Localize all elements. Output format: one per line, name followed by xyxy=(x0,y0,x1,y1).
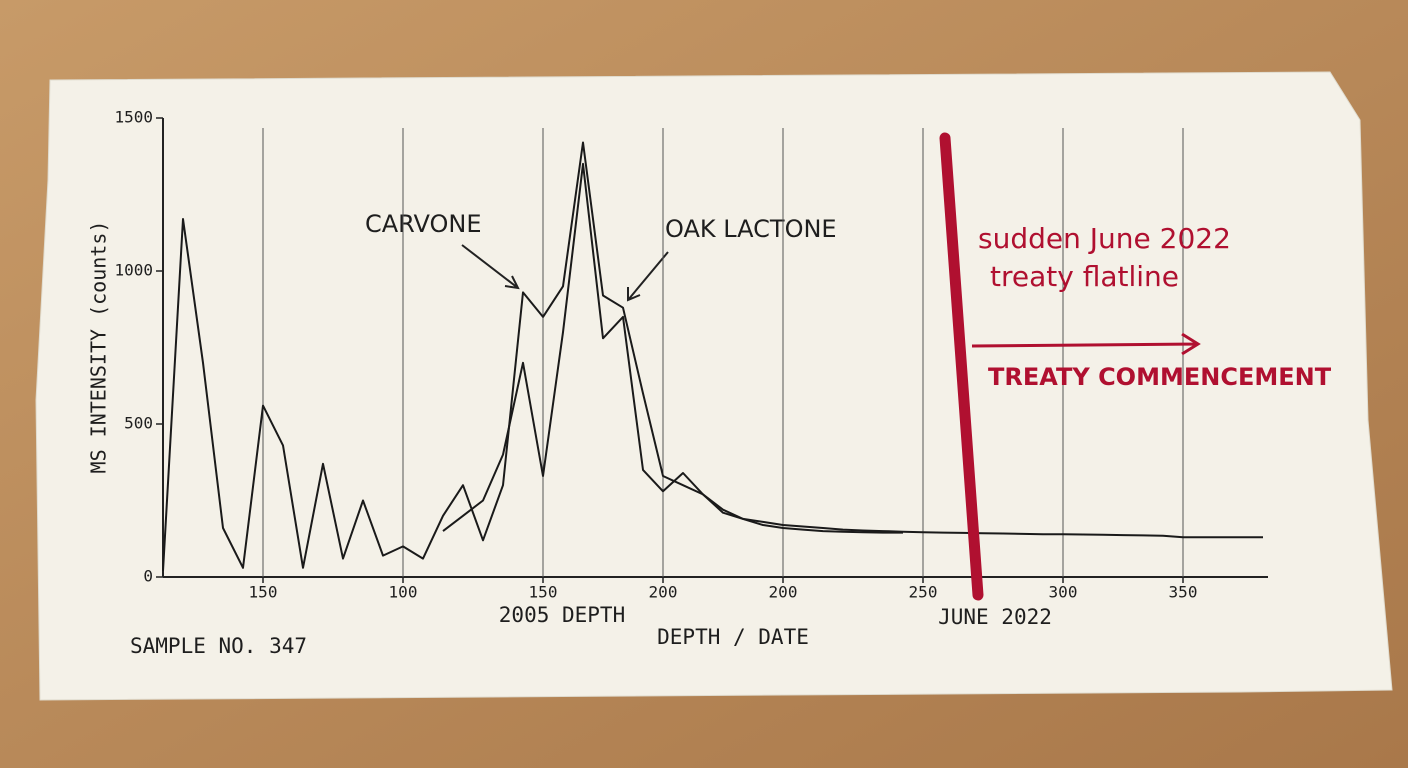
y-axis-label: MS INTENSITY (counts) xyxy=(87,221,111,474)
paper xyxy=(35,71,1393,701)
y-tick-label: 1500 xyxy=(114,108,153,127)
annotation-arrow xyxy=(971,332,1201,356)
x-tick-label: 250 xyxy=(909,583,938,602)
x-tick-label: 350 xyxy=(1169,583,1198,602)
sample-label: SAMPLE NO. 347 xyxy=(130,634,307,658)
x-tick-label: 200 xyxy=(769,583,798,602)
y-tick-label: 0 xyxy=(143,567,153,586)
annotation-arrow xyxy=(627,251,669,302)
data-line xyxy=(442,162,903,534)
y-tick-label: 1000 xyxy=(114,261,153,280)
treaty-marker xyxy=(939,132,984,601)
annotation-arrow xyxy=(461,244,520,290)
annotation: 2005 DEPTH xyxy=(499,603,625,627)
annotation: TREATY COMMENCEMENT xyxy=(988,363,1332,391)
x-tick-label: 100 xyxy=(389,583,418,602)
annotation: OAK LACTONE xyxy=(665,215,837,243)
x-tick-label: 300 xyxy=(1049,583,1078,602)
annotation: CARVONE xyxy=(365,210,482,238)
x-tick-label: 150 xyxy=(249,583,278,602)
annotation: JUNE 2022 xyxy=(938,605,1052,629)
annotation: treaty flatline xyxy=(990,260,1179,293)
x-tick-label: 200 xyxy=(649,583,678,602)
x-tick-label: 150 xyxy=(529,583,558,602)
y-tick-label: 500 xyxy=(124,414,153,433)
x-axis-label: DEPTH / DATE xyxy=(657,625,809,649)
data-line xyxy=(162,141,1263,571)
annotation: sudden June 2022 xyxy=(978,222,1231,255)
